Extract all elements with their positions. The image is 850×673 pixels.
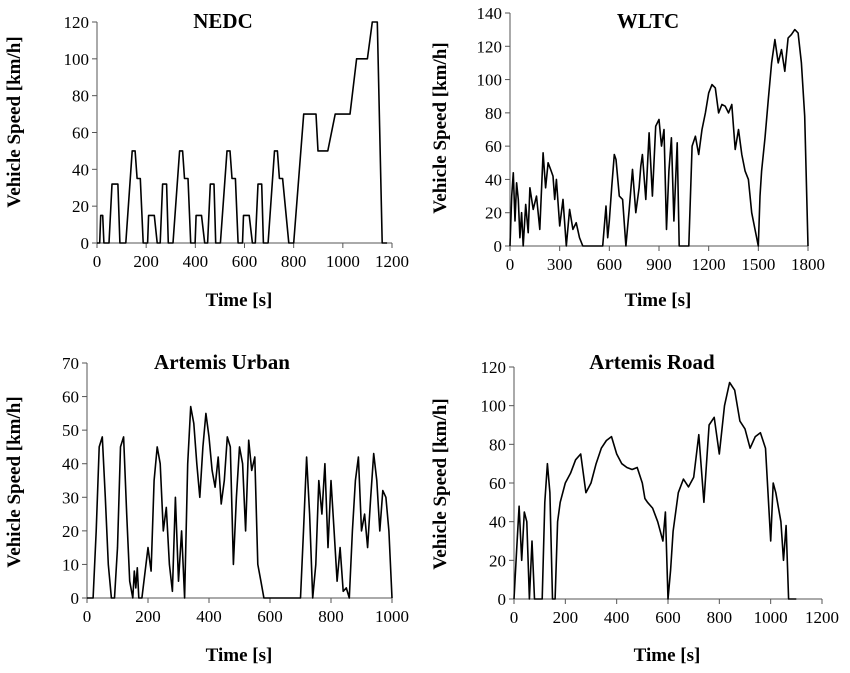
y-tick-label: 120 — [477, 37, 503, 56]
x-tick-label: 0 — [93, 252, 102, 271]
chart-title: NEDC — [193, 9, 253, 33]
y-axis-label: Vehicle Speed [km/h] — [4, 36, 25, 207]
x-tick-label: 600 — [597, 255, 623, 274]
artemis-urban-panel: Artemis Urban Time [s] Vehicle Speed [km… — [4, 350, 409, 666]
x-axis-label: Time [s] — [206, 645, 273, 666]
x-tick-label: 0 — [510, 608, 519, 627]
x-tick-label: 400 — [196, 607, 222, 626]
y-tick-label: 20 — [489, 551, 506, 570]
y-tick-label: 140 — [477, 4, 503, 23]
y-tick-label: 70 — [62, 354, 79, 373]
y-axis-label: Vehicle Speed [km/h] — [430, 398, 451, 569]
x-tick-label: 600 — [655, 608, 681, 627]
x-tick-label: 300 — [547, 255, 573, 274]
y-tick-label: 80 — [489, 435, 506, 454]
y-axis-label: Vehicle Speed [km/h] — [430, 42, 451, 213]
y-tick-label: 40 — [72, 160, 89, 179]
y-tick-label: 20 — [62, 522, 79, 541]
y-tick-label: 120 — [481, 358, 507, 377]
speed-trace-line — [513, 381, 797, 600]
x-tick-label: 400 — [183, 252, 209, 271]
y-tick-label: 60 — [62, 388, 79, 407]
y-tick-label: 0 — [81, 234, 90, 253]
x-tick-label: 400 — [604, 608, 630, 627]
y-tick-label: 0 — [498, 590, 507, 609]
y-tick-label: 20 — [72, 197, 89, 216]
y-tick-label: 50 — [62, 421, 79, 440]
x-tick-label: 200 — [135, 607, 161, 626]
x-tick-label: 900 — [646, 255, 672, 274]
y-tick-label: 60 — [489, 474, 506, 493]
chart-title: Artemis Road — [589, 350, 715, 374]
y-tick-label: 40 — [489, 513, 506, 532]
y-tick-label: 100 — [477, 71, 503, 90]
wltc-panel: WLTC Time [s] Vehicle Speed [km/h] 0 20 40… — [430, 4, 825, 311]
y-tick-label: 0 — [494, 237, 503, 256]
x-tick-label: 1200 — [805, 608, 839, 627]
chart-title: WLTC — [617, 9, 679, 33]
y-tick-label: 120 — [64, 13, 90, 32]
x-tick-label: 1800 — [791, 255, 825, 274]
x-tick-label: 1200 — [375, 252, 409, 271]
y-tick-label: 80 — [72, 87, 89, 106]
speed-trace-line — [87, 405, 393, 599]
y-tick-label: 10 — [62, 555, 79, 574]
y-tick-label: 100 — [64, 50, 90, 69]
x-tick-label: 1500 — [741, 255, 775, 274]
x-tick-label: 200 — [553, 608, 579, 627]
y-axis-label: Vehicle Speed [km/h] — [4, 396, 25, 567]
x-tick-label: 800 — [281, 252, 307, 271]
y-tick-label: 80 — [485, 104, 502, 123]
x-axis-label: Time [s] — [625, 290, 692, 311]
x-axis-label: Time [s] — [206, 290, 273, 311]
y-tick-label: 0 — [71, 589, 80, 608]
x-tick-label: 600 — [232, 252, 258, 271]
speed-trace-line — [509, 28, 809, 247]
x-tick-label: 0 — [506, 255, 515, 274]
speed-trace-line — [97, 21, 388, 244]
nedc-panel: NEDC Time [s] Vehicle Speed [km/h] 0 20 40… — [4, 9, 409, 311]
x-tick-label: 0 — [83, 607, 92, 626]
x-tick-label: 1000 — [326, 252, 360, 271]
y-tick-label: 20 — [485, 204, 502, 223]
x-tick-label: 800 — [318, 607, 344, 626]
x-tick-label: 600 — [257, 607, 283, 626]
y-tick-label: 30 — [62, 488, 79, 507]
y-tick-label: 60 — [485, 137, 502, 156]
y-tick-label: 60 — [72, 124, 89, 143]
x-tick-label: 1000 — [754, 608, 788, 627]
x-tick-label: 200 — [133, 252, 159, 271]
x-tick-label: 1200 — [692, 255, 726, 274]
y-tick-label: 40 — [62, 455, 79, 474]
x-tick-label: 800 — [707, 608, 733, 627]
chart-title: Artemis Urban — [154, 350, 290, 374]
y-tick-label: 100 — [481, 397, 507, 416]
artemis-road-panel: Artemis Road Time [s] Vehicle Speed [km/… — [430, 350, 839, 666]
y-tick-label: 40 — [485, 170, 502, 189]
x-tick-label: 1000 — [375, 607, 409, 626]
x-axis-label: Time [s] — [634, 645, 701, 666]
